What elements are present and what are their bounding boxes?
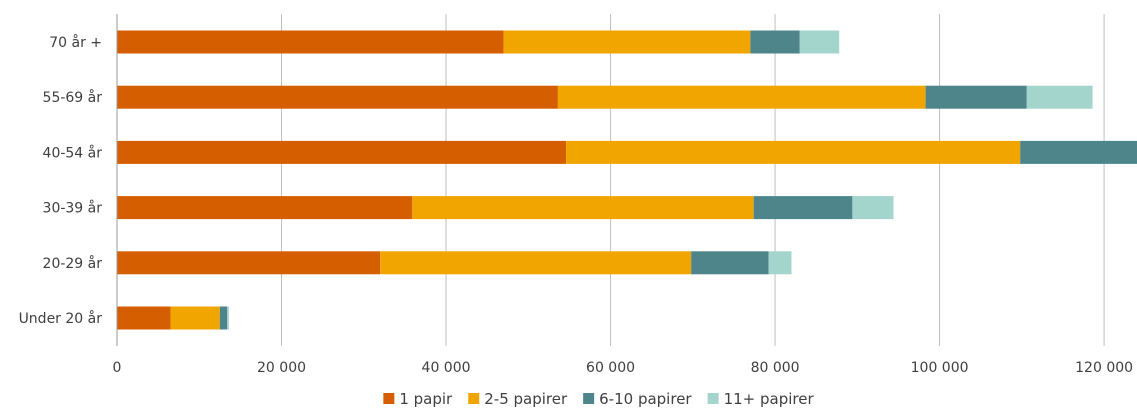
category-labels: 70 år + 55-69 år 40-54 år 30-39 år 20-29 år U… <box>19 34 103 327</box>
bar-segment <box>117 196 413 220</box>
bar-segment <box>170 306 220 330</box>
bar-segment <box>227 306 229 330</box>
category-label: 40-54 år <box>43 144 103 161</box>
bar-segment <box>503 30 751 54</box>
bar-segment <box>117 140 567 164</box>
bar-segment <box>412 196 754 220</box>
x-tick-label: 40 000 <box>422 360 471 376</box>
legend-label: 2-5 papirer <box>484 390 568 408</box>
x-tick-labels: 0 20 000 40 000 60 000 80 000 100 000 120 000 <box>113 360 1134 376</box>
legend-label: 11+ papirer <box>724 390 815 408</box>
bar-segment <box>566 140 1021 164</box>
legend-item: 1 papir <box>383 390 453 408</box>
bar-segment <box>852 196 894 220</box>
legend-swatch <box>583 393 595 404</box>
bar-segment <box>925 85 1027 109</box>
x-tick-label: 60 000 <box>586 360 635 376</box>
legend-item: 11+ papirer <box>707 390 815 408</box>
bar-segment <box>691 251 769 275</box>
bar-segment <box>557 85 926 109</box>
bars <box>117 30 1137 330</box>
category-label: Under 20 år <box>19 310 103 327</box>
legend-swatch <box>707 393 719 404</box>
category-label: 55-69 år <box>43 89 103 106</box>
x-tick-label: 80 000 <box>751 360 800 376</box>
x-tick-label: 0 <box>113 360 122 376</box>
bar-segment <box>117 251 381 275</box>
x-tick-label: 100 000 <box>911 360 969 376</box>
bar-segment <box>117 85 558 109</box>
bar-segment <box>753 196 853 220</box>
bar-segment <box>117 306 171 330</box>
legend: 1 papir 2-5 papirer 6-10 papirer 11+ papire… <box>383 390 814 408</box>
legend-item: 6-10 papirer <box>583 390 692 408</box>
legend-swatch <box>383 393 395 404</box>
bar-segment <box>1026 85 1093 109</box>
legend-label: 6-10 papirer <box>599 390 692 408</box>
x-tick-label: 120 000 <box>1075 360 1133 376</box>
legend-item: 2-5 papirer <box>468 390 568 408</box>
legend-label: 1 papir <box>399 390 453 408</box>
x-tick-label: 20 000 <box>257 360 306 376</box>
bar-segment <box>1020 140 1137 164</box>
category-label: 30-39 år <box>43 200 103 217</box>
legend-swatch <box>468 393 480 404</box>
bar-segment <box>799 30 840 54</box>
gridlines <box>281 14 1105 346</box>
category-label: 20-29 år <box>43 255 103 272</box>
category-label: 70 år + <box>49 34 102 51</box>
bar-segment <box>219 306 228 330</box>
bar-segment <box>750 30 800 54</box>
bar-segment <box>380 251 692 275</box>
bar-segment <box>768 251 792 275</box>
bar-segment <box>117 30 504 54</box>
